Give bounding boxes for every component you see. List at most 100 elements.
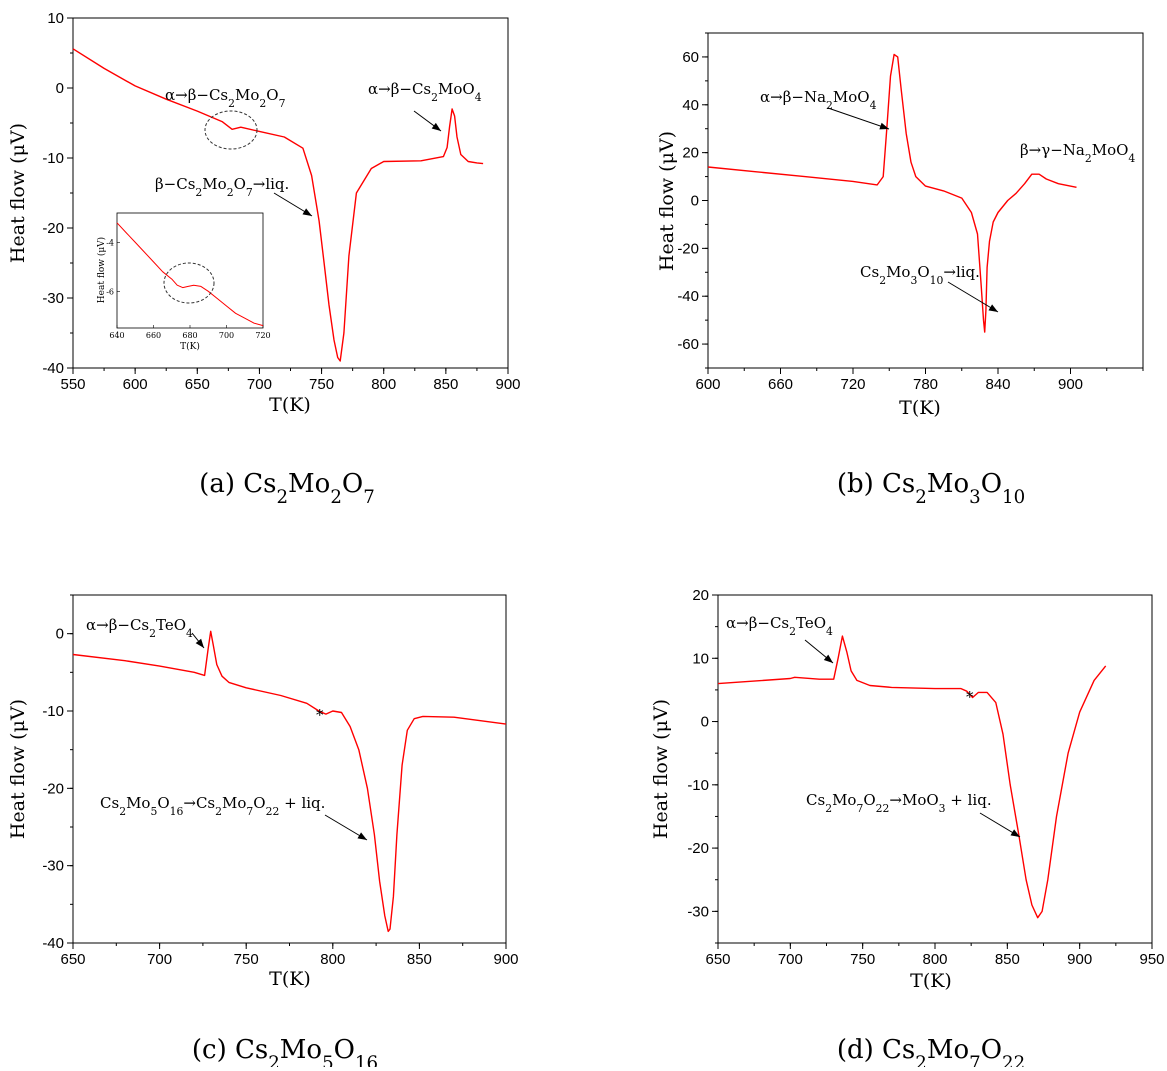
inset-series-line bbox=[116, 222, 264, 327]
y-tick-label: -20 bbox=[42, 780, 64, 797]
annotation-arrow-head bbox=[1010, 829, 1020, 837]
inset-x-title: T(K) bbox=[180, 341, 200, 352]
x-tick-label: 950 bbox=[1139, 951, 1164, 968]
inset-y-tick-label: -6 bbox=[106, 287, 114, 296]
annotation-label: Cs2Mo7O22→MoO3 + liq. bbox=[806, 791, 992, 815]
y-tick-label: 20 bbox=[692, 587, 709, 604]
annotation-arrow-head bbox=[302, 208, 312, 216]
panel-caption: (b) Cs2Mo3O10 bbox=[837, 469, 1025, 508]
inset-frame bbox=[116, 212, 264, 329]
y-tick-label: 60 bbox=[682, 49, 699, 66]
annotation-label: Cs2Mo5O16→Cs2Mo7O22 + liq. bbox=[100, 794, 325, 818]
inset-x-tick-label: 660 bbox=[146, 331, 161, 340]
plot-frame bbox=[707, 32, 1144, 369]
x-tick-label: 650 bbox=[185, 376, 210, 393]
highlight-ellipse bbox=[204, 110, 258, 150]
series-line bbox=[717, 635, 1107, 919]
inset-plot: 640 660 680 700 720 -6 -4 T(K) Heat flow (μV) bbox=[96, 212, 271, 352]
x-tick-label: 900 bbox=[1058, 376, 1083, 393]
y-tick-label: 0 bbox=[56, 80, 64, 97]
chart-panel-c: 650 700 750 800 850 900 -40 -30 -20 -10 0 T(K) Heat … bbox=[7, 594, 519, 1071]
x-tick-label: 600 bbox=[695, 376, 720, 393]
x-tick-label: 700 bbox=[147, 951, 172, 968]
annotation-label: α→β−Na2MoO4 bbox=[760, 88, 877, 112]
x-tick-label: 900 bbox=[1067, 951, 1092, 968]
x-tick-label: 550 bbox=[60, 376, 85, 393]
y-tick-label: 0 bbox=[691, 193, 699, 210]
x-tick-label: 850 bbox=[995, 951, 1020, 968]
annotation-label: α→β−Cs2Mo2O7 bbox=[165, 86, 286, 110]
series-line bbox=[72, 630, 507, 933]
x-axis-title: T(K) bbox=[899, 397, 941, 419]
inset-x-tick-label: 720 bbox=[255, 331, 270, 340]
y-tick-label: -40 bbox=[42, 360, 64, 377]
panel-caption: (a) Cs2Mo2O7 bbox=[199, 469, 375, 508]
y-tick-label: -20 bbox=[677, 240, 699, 257]
x-tick-label: 720 bbox=[840, 376, 865, 393]
panel-caption: (c) Cs2Mo5O16 bbox=[192, 1035, 378, 1067]
inset-highlight-ellipse bbox=[163, 262, 215, 304]
y-tick-label: -10 bbox=[42, 150, 64, 167]
y-tick-label: -40 bbox=[677, 288, 699, 305]
annotation-arrow-head bbox=[823, 654, 833, 663]
y-tick-label: -10 bbox=[687, 777, 709, 794]
x-tick-label: 650 bbox=[705, 951, 730, 968]
x-tick-label: 750 bbox=[234, 951, 259, 968]
asterisk-marker: * bbox=[316, 706, 324, 724]
x-tick-label: 700 bbox=[778, 951, 803, 968]
y-axis-title: Heat flow (μV) bbox=[7, 123, 29, 263]
panel-caption: (d) Cs2Mo7O22 bbox=[837, 1035, 1025, 1067]
x-axis-title: T(K) bbox=[269, 968, 311, 990]
chart-panel-a: 550 600 650 700 750 800 850 900 -40 -30 -20 -10 0 10 T… bbox=[7, 10, 521, 508]
x-tick-label: 800 bbox=[922, 951, 947, 968]
annotation-arrow bbox=[947, 281, 999, 313]
chart-panel-b: 600 660 720 780 840 900 -60 -40 -20 0 20 40 60 T(K) He… bbox=[656, 32, 1144, 508]
annotation-label: β−Cs2Mo2O7→liq. bbox=[155, 175, 289, 199]
inset-x-tick-label: 700 bbox=[219, 331, 234, 340]
x-tick-label: 780 bbox=[913, 376, 938, 393]
x-tick-label: 900 bbox=[493, 951, 518, 968]
y-tick-label: -20 bbox=[42, 220, 64, 237]
annotation-label: Cs2Mo3O10→liq. bbox=[860, 263, 980, 287]
annotation-arrow-head bbox=[357, 832, 367, 840]
x-axis-title: T(K) bbox=[269, 394, 311, 416]
y-tick-label: 10 bbox=[47, 10, 64, 27]
y-tick-label: -20 bbox=[687, 840, 709, 857]
plot-frame bbox=[72, 594, 507, 944]
y-tick-label: -30 bbox=[42, 858, 64, 875]
asterisk-marker: * bbox=[966, 688, 974, 706]
y-axis-title: Heat flow (μV) bbox=[650, 699, 672, 839]
y-tick-label: -10 bbox=[42, 703, 64, 720]
inset-y-title: Heat flow (μV) bbox=[96, 237, 107, 303]
y-tick-label: 0 bbox=[56, 626, 64, 643]
annotation-arrow bbox=[827, 107, 890, 130]
x-axis-title: T(K) bbox=[910, 970, 952, 992]
annotation-label: α→β−Cs2MoO4 bbox=[368, 80, 482, 104]
y-tick-label: 20 bbox=[682, 145, 699, 162]
inset-y-tick-label: -4 bbox=[106, 238, 114, 247]
y-axis-title: Heat flow (μV) bbox=[7, 699, 29, 839]
x-tick-label: 800 bbox=[371, 376, 396, 393]
annotation-arrow-head bbox=[431, 122, 441, 131]
y-axis-title: Heat flow (μV) bbox=[656, 131, 678, 271]
series-line bbox=[707, 53, 1077, 333]
y-tick-label: -30 bbox=[42, 290, 64, 307]
annotation-arrow-head bbox=[879, 122, 889, 130]
inset-x-tick-label: 640 bbox=[109, 331, 124, 340]
x-tick-label: 840 bbox=[985, 376, 1010, 393]
y-tick-label: -40 bbox=[42, 935, 64, 952]
annotation-label: α→β−Cs2TeO4 bbox=[726, 614, 833, 638]
annotation-label: β→γ−Na2MoO4 bbox=[1020, 141, 1135, 165]
y-tick-label: 0 bbox=[701, 714, 709, 731]
x-tick-label: 850 bbox=[433, 376, 458, 393]
x-tick-label: 660 bbox=[768, 376, 793, 393]
y-tick-label: 10 bbox=[692, 650, 709, 667]
y-tick-label: 40 bbox=[682, 97, 699, 114]
x-tick-label: 700 bbox=[247, 376, 272, 393]
x-tick-label: 750 bbox=[850, 951, 875, 968]
x-tick-label: 600 bbox=[123, 376, 148, 393]
x-tick-label: 750 bbox=[309, 376, 334, 393]
annotation-label: α→β−Cs2TeO4 bbox=[86, 616, 193, 640]
x-tick-label: 800 bbox=[320, 951, 345, 968]
